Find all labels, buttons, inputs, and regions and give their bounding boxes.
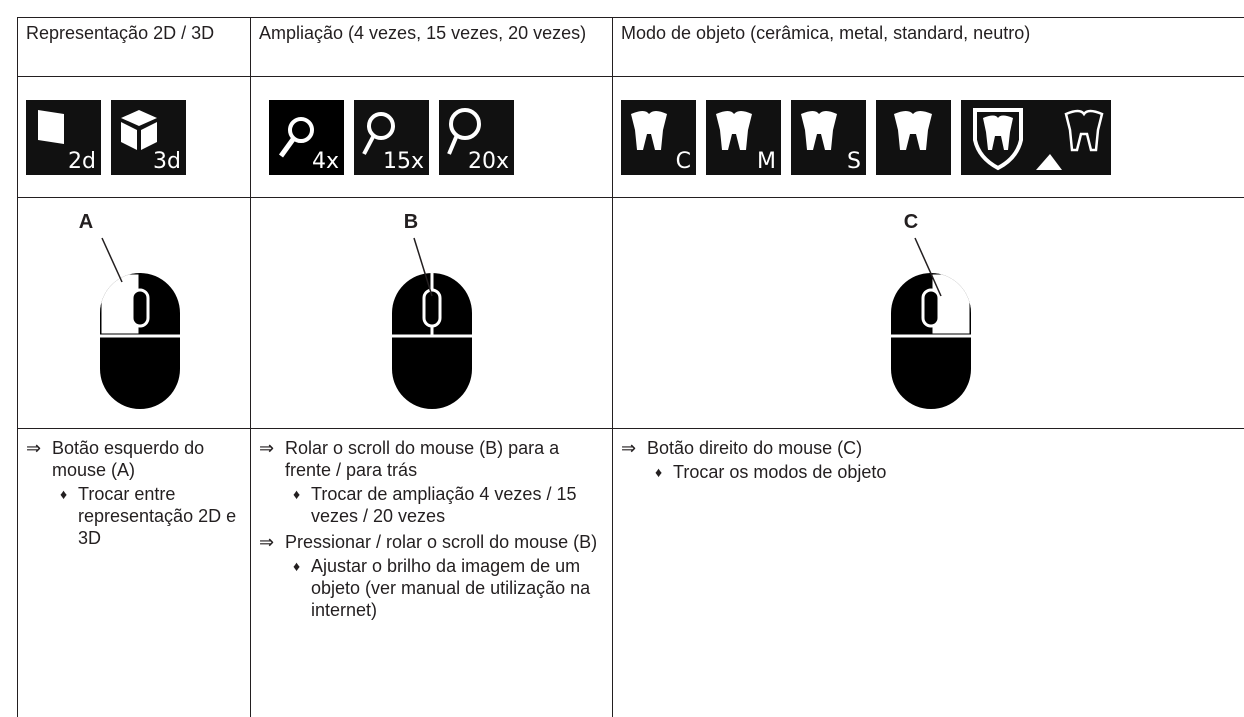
table-wrap: Representação 2D / 3D Ampliação (4 vezes… <box>17 17 1244 717</box>
instruction-cell: Botão esquerdo do mouse (A)Trocar entre … <box>18 429 251 717</box>
icon-tooth: M <box>706 100 781 175</box>
mouse-cell: A <box>18 198 251 429</box>
svg-text:15x: 15x <box>383 149 424 174</box>
svg-text:20x: 20x <box>468 149 509 174</box>
svg-text:S: S <box>847 149 861 174</box>
svg-text:B: B <box>404 211 418 233</box>
icon-2d: 2d <box>26 100 101 175</box>
icon-tooth-neutral <box>876 100 951 175</box>
icon-cell: 4x 15x 20x <box>251 77 613 198</box>
action: Botão esquerdo do mouse (A) <box>26 437 242 481</box>
icon-cell: 2d 3d <box>18 77 251 198</box>
mouse-cell: C <box>613 198 1244 429</box>
result: Trocar de ampliação 4 vezes / 15 vezes /… <box>259 483 604 527</box>
svg-text:4x: 4x <box>312 149 339 174</box>
icon-zoom: 4x <box>269 100 344 175</box>
controls-table: Representação 2D / 3D Ampliação (4 vezes… <box>17 17 1244 717</box>
header: Modo de objeto (cerâmica, metal, standar… <box>613 18 1244 77</box>
action: Pressionar / rolar o scroll do mouse (B) <box>259 531 604 553</box>
icon-tooth-outline <box>1036 100 1111 175</box>
icon-3d: 3d <box>111 100 186 175</box>
icon-cell: C M S <box>613 77 1244 198</box>
icon-zoom: 15x <box>354 100 429 175</box>
svg-text:A: A <box>79 211 93 233</box>
mouse-left: A <box>18 198 251 423</box>
header: Ampliação (4 vezes, 15 vezes, 20 vezes) <box>251 18 613 77</box>
icon-tooth: C <box>621 100 696 175</box>
header: Representação 2D / 3D <box>18 18 251 77</box>
action: Botão direito do mouse (C) <box>621 437 1244 459</box>
instruction-cell: Botão direito do mouse (C)Trocar os modo… <box>613 429 1244 717</box>
icon-tooth-shield <box>961 100 1036 175</box>
result: Trocar entre representação 2D e 3D <box>26 483 242 549</box>
svg-text:M: M <box>757 149 776 174</box>
page: Representação 2D / 3D Ampliação (4 vezes… <box>0 0 1244 690</box>
mouse-right: C <box>615 198 1244 423</box>
svg-text:3d: 3d <box>153 149 181 174</box>
svg-text:C: C <box>903 211 917 233</box>
mouse-scroll: B <box>251 198 613 423</box>
result: Trocar os modos de objeto <box>621 461 1244 483</box>
action: Rolar o scroll do mouse (B) para a frent… <box>259 437 604 481</box>
instruction-cell: Rolar o scroll do mouse (B) para a frent… <box>251 429 613 717</box>
svg-text:C: C <box>676 149 691 174</box>
icon-tooth: S <box>791 100 866 175</box>
icon-zoom: 20x <box>439 100 514 175</box>
mouse-cell: B <box>251 198 613 429</box>
result: Ajustar o brilho da imagem de um objeto … <box>259 555 604 621</box>
svg-text:2d: 2d <box>68 149 96 174</box>
